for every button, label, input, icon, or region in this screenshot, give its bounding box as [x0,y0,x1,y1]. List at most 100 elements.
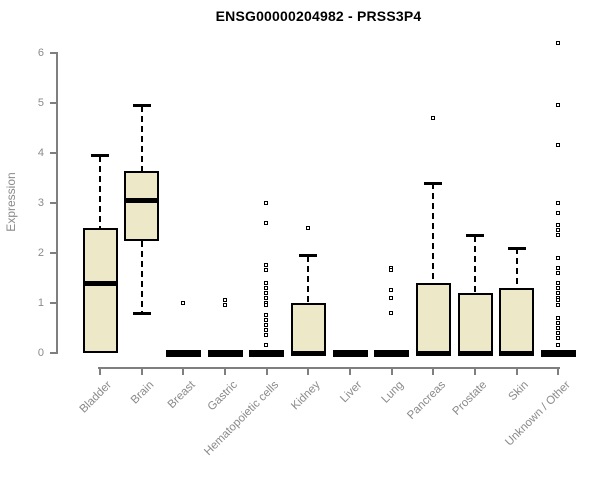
boxplot-brain-box [124,170,160,241]
boxplot-unknown-other-outlier-point [555,285,560,290]
boxplot-unknown-other-outlier-point [555,40,560,45]
boxplot-brain-lower-whisker [140,240,143,313]
boxplot-hematopoietic-cells-outlier-point [264,303,269,307]
boxplot-lung-outlier-point [389,268,394,272]
x-axis-tick [224,367,226,375]
boxplot-brain-lower-cap [132,311,151,315]
x-category-label-kidney: Kidney [289,379,323,413]
boxplot-unknown-other-outlier-point [555,280,560,285]
x-axis-tick [349,367,351,375]
boxplot-unknown-other-outlier-point [555,298,560,302]
boxplot-kidney-box [290,303,326,353]
boxplot-unknown-other-outlier-point [555,320,560,325]
boxplot-breast-outlier-point [180,300,185,305]
boxplot-unknown-other-outlier-point [555,143,560,147]
y-tick-label: 2 [37,247,44,259]
boxplot-pancreas-median [415,350,451,356]
boxplot-pancreas-upper-whisker [432,183,435,283]
x-axis-tick [140,367,143,375]
x-axis-tick [265,367,268,375]
y-axis-tick [50,102,57,104]
x-category-label-bladder: Bladder [77,379,115,416]
boxplot-hematopoietic-cells-outlier-point [264,323,269,327]
x-category-label-lung: Lung [379,379,407,406]
boxplot-hematopoietic-cells-outlier-point [264,318,269,322]
y-axis-tick [50,252,57,254]
y-axis-tick [50,352,57,354]
boxplot-unknown-other-outlier-point [555,335,560,340]
boxplot-lung-outlier-point [389,288,394,292]
x-axis-tick [515,367,518,375]
boxplot-unknown-other-outlier-point [555,233,560,237]
boxplot-unknown-other-outlier-point [555,210,560,215]
y-tick-label: 1 [37,297,44,309]
y-tick-label: 5 [37,97,44,109]
x-category-label-liver: Liver [338,379,365,406]
boxplot-bladder-upper-whisker [99,155,101,228]
chart-title: ENSG00000204982 - PRSS3P4 [215,8,422,24]
x-axis-tick [307,367,310,375]
y-axis-tick [50,152,57,154]
boxplot-gastric-outlier-point [222,303,227,307]
boxplot-skin-box [499,288,535,353]
boxplot-kidney-median [290,350,326,356]
y-axis-tick [50,302,57,304]
boxplot-hematopoietic-cells-outlier-point [264,285,269,290]
boxplot-lung-collapsed-box [374,349,410,357]
boxplot-liver-collapsed-box [332,349,368,357]
boxplot-unknown-other-outlier-point [555,290,560,295]
x-axis-tick [557,367,560,375]
boxplot-skin-upper-cap [507,246,526,250]
boxplot-prostate-upper-whisker [474,235,476,293]
boxplot-pancreas-outlier-point [430,115,435,120]
boxplot-hematopoietic-cells-outlier-point [264,280,269,285]
boxplot-unknown-other-outlier-point [555,228,560,232]
boxplot-hematopoietic-cells-outlier-point [264,333,269,337]
x-axis-tick [474,367,476,375]
x-axis-tick [99,367,101,375]
boxplot-lung-outlier-point [389,295,394,300]
boxplot-brain-upper-cap [132,104,151,107]
boxplot-hematopoietic-cells-outlier-point [264,290,269,295]
x-category-label-gastric: Gastric [205,379,240,414]
boxplot-hematopoietic-cells-collapsed-box [249,349,285,357]
boxplot-hematopoietic-cells-outlier-point [264,295,269,300]
y-tick-label: 6 [37,47,44,59]
boxplot-skin-upper-whisker [515,248,518,288]
boxplot-prostate-upper-cap [466,234,484,237]
boxplot-prostate-box [457,293,493,353]
boxplot-unknown-other-outlier-point [555,265,560,270]
boxplot-bladder-median [82,280,118,286]
boxplot-brain-upper-whisker [140,105,143,171]
boxplot-unknown-other-outlier-point [555,103,560,107]
boxplot-hematopoietic-cells-outlier-point [264,343,269,347]
boxplot-unknown-other-outlier-point [555,330,560,335]
boxplot-hematopoietic-cells-outlier-point [264,328,269,332]
x-axis-tick [182,367,185,375]
boxplot-unknown-other-outlier-point [555,303,560,307]
y-axis-line [56,52,58,354]
boxplot-hematopoietic-cells-outlier-point [264,200,269,205]
boxplot-hematopoietic-cells-outlier-point [264,263,269,267]
x-axis-tick [432,367,435,375]
x-category-label-hematopoietic-cells: Hematopoietic cells [202,379,282,458]
boxplot-hematopoietic-cells-outlier-point [264,268,269,272]
boxplot-unknown-other-outlier-point [555,270,560,275]
y-tick-label: 0 [37,347,44,359]
x-category-label-prostate: Prostate [450,379,490,418]
x-category-label-pancreas: Pancreas [404,379,448,422]
boxplot-skin-median [499,350,535,356]
boxplot-gastric-outlier-point [222,298,227,302]
boxplot-unknown-other-outlier-point [555,315,560,320]
boxplot-unknown-other-outlier-point [555,223,560,227]
x-category-label-brain: Brain [128,379,157,407]
y-axis-tick [50,52,57,54]
boxplot-prostate-median [457,350,493,356]
boxplot-bladder-box [82,228,118,353]
boxplot-unknown-other-outlier-point [555,343,560,347]
x-category-label-breast: Breast [165,379,198,411]
boxplot-pancreas-box [415,283,451,353]
x-axis-tick [390,367,393,375]
boxplot-hematopoietic-cells-outlier-point [264,313,269,317]
